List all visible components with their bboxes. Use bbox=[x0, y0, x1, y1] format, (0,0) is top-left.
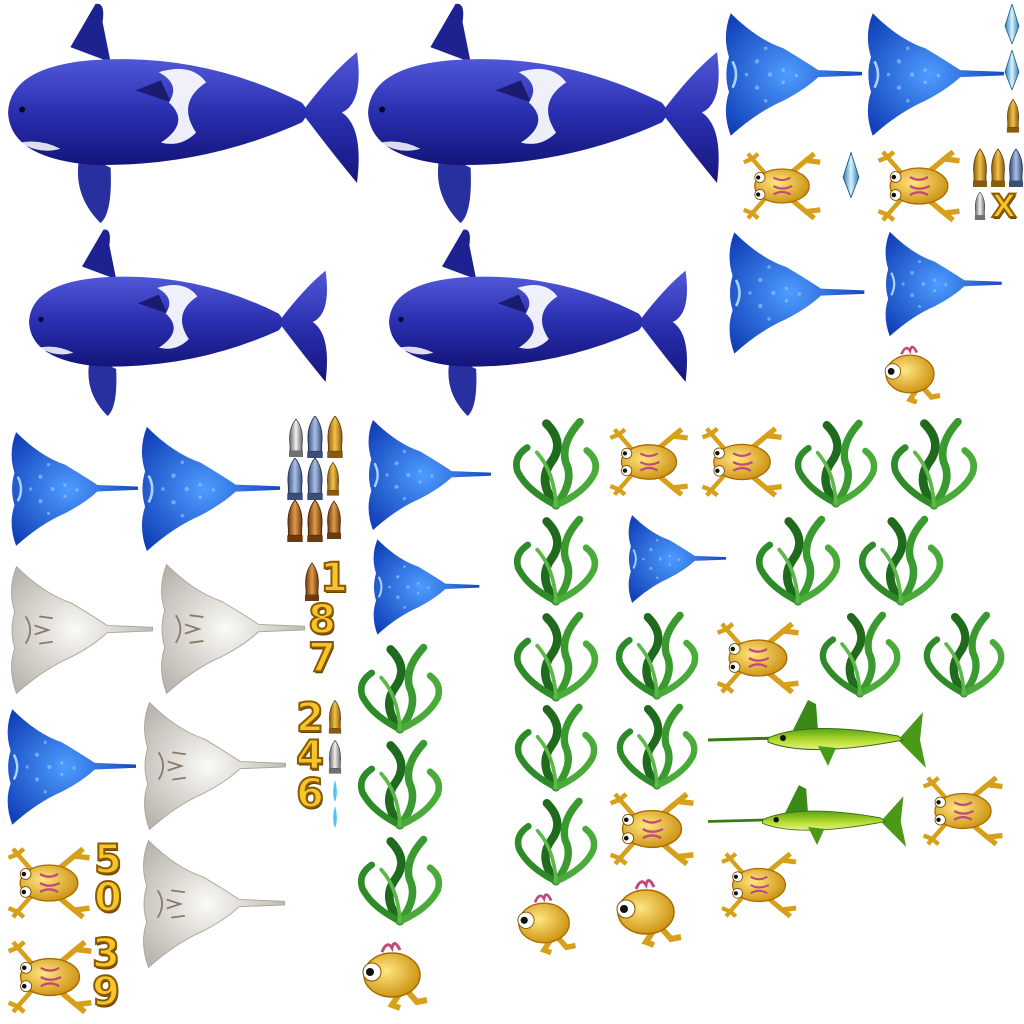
shell-gold-1 bbox=[1006, 96, 1020, 136]
digit-3: 3 bbox=[91, 931, 121, 977]
frog-side-sprite-4 bbox=[352, 932, 432, 1018]
frog-side-sprite-1 bbox=[874, 344, 946, 404]
frog-side-sprite-2 bbox=[508, 886, 580, 960]
digit-6: 6 bbox=[295, 771, 325, 817]
crystal-shard-3 bbox=[842, 152, 860, 198]
marlin-sprite-2 bbox=[708, 780, 908, 854]
seaweed-sprite-6 bbox=[852, 512, 950, 606]
frog-sprite-10 bbox=[4, 936, 96, 1018]
seaweed-sprite-4 bbox=[508, 512, 604, 606]
frog-side-sprite-3 bbox=[606, 876, 686, 948]
shell-copper-2 bbox=[306, 500, 324, 542]
shell-silver-3 bbox=[328, 740, 342, 774]
ray-blue-sprite-7 bbox=[352, 416, 504, 534]
ray-blue-sprite-5 bbox=[8, 418, 138, 560]
ray-blue-sprite-8 bbox=[352, 536, 498, 638]
ray-blue-sprite-1 bbox=[722, 2, 862, 147]
ray-blue-sprite-10 bbox=[4, 700, 136, 834]
frog-sprite-9 bbox=[4, 838, 94, 928]
shell-blue-4 bbox=[306, 458, 324, 500]
digit-2: 2 bbox=[295, 695, 325, 741]
shell-silver-2 bbox=[288, 418, 304, 458]
ray-blue-sprite-3 bbox=[720, 228, 870, 358]
frog-sprite-5 bbox=[708, 622, 808, 694]
seaweed-sprite-10 bbox=[912, 608, 1016, 698]
seaweed-sprite-2 bbox=[790, 414, 882, 510]
shell-blue-2 bbox=[306, 416, 324, 458]
seaweed-sprite-3 bbox=[884, 414, 984, 510]
digit-1: 1 bbox=[319, 555, 349, 601]
seaweed-sprite-5 bbox=[750, 512, 846, 606]
shell-gold-6 bbox=[328, 700, 342, 734]
digit-9: 9 bbox=[91, 969, 121, 1015]
digit-0: 0 bbox=[93, 875, 123, 921]
seaweed-sprite-16 bbox=[352, 832, 448, 926]
shell-gold-4 bbox=[326, 416, 344, 458]
frog-sprite-1 bbox=[726, 152, 838, 220]
seaweed-sprite-8 bbox=[606, 608, 708, 700]
digit-7: 7 bbox=[307, 635, 337, 681]
drop-2 bbox=[330, 806, 340, 828]
crystal-shard-1 bbox=[1004, 4, 1020, 44]
digit-4: 4 bbox=[295, 733, 325, 779]
seaweed-sprite-11 bbox=[508, 700, 604, 792]
shell-gold-3 bbox=[990, 148, 1006, 188]
orca-sprite-2 bbox=[360, 0, 722, 225]
shell-blue-1 bbox=[1008, 148, 1024, 188]
shell-copper-3 bbox=[326, 500, 342, 540]
seaweed-sprite-15 bbox=[352, 736, 448, 830]
seaweed-sprite-7 bbox=[508, 608, 604, 702]
shell-copper-1 bbox=[286, 500, 304, 542]
shell-gold-5 bbox=[326, 462, 340, 496]
frog-sprite-3 bbox=[606, 418, 692, 506]
frog-sprite-7 bbox=[606, 790, 698, 868]
shell-blue-3 bbox=[286, 458, 304, 500]
ray-gray-sprite-4 bbox=[134, 836, 290, 972]
ray-gray-sprite-3 bbox=[134, 698, 292, 834]
digit-5: 5 bbox=[93, 837, 123, 883]
frog-sprite-6 bbox=[908, 776, 1018, 846]
marlin-sprite-1 bbox=[708, 696, 928, 774]
ray-gray-sprite-1 bbox=[4, 562, 156, 698]
orca-sprite-3 bbox=[0, 228, 352, 416]
ray-blue-sprite-2 bbox=[864, 2, 1004, 147]
ray-blue-sprite-4 bbox=[872, 228, 1012, 340]
frog-sprite-8 bbox=[708, 852, 810, 918]
digit-8: 8 bbox=[307, 597, 337, 643]
orca-sprite-1 bbox=[0, 0, 362, 225]
ray-blue-sprite-6 bbox=[138, 418, 280, 560]
drop-1 bbox=[330, 780, 340, 802]
frog-sprite-2 bbox=[870, 150, 968, 222]
shell-silver-1 bbox=[974, 192, 986, 220]
frog-sprite-4 bbox=[698, 418, 786, 506]
ray-gray-sprite-2 bbox=[156, 560, 306, 698]
crystal-shard-2 bbox=[1004, 50, 1020, 90]
seaweed-sprite-9 bbox=[810, 608, 910, 698]
seaweed-sprite-13 bbox=[508, 794, 604, 886]
seaweed-sprite-1 bbox=[508, 414, 604, 510]
orca-sprite-4 bbox=[350, 228, 722, 416]
seaweed-sprite-12 bbox=[606, 700, 708, 790]
digit-x: X bbox=[991, 187, 1018, 225]
ray-blue-sprite-9 bbox=[606, 512, 746, 606]
shell-gold-2 bbox=[972, 148, 988, 188]
seaweed-sprite-14 bbox=[352, 640, 448, 734]
